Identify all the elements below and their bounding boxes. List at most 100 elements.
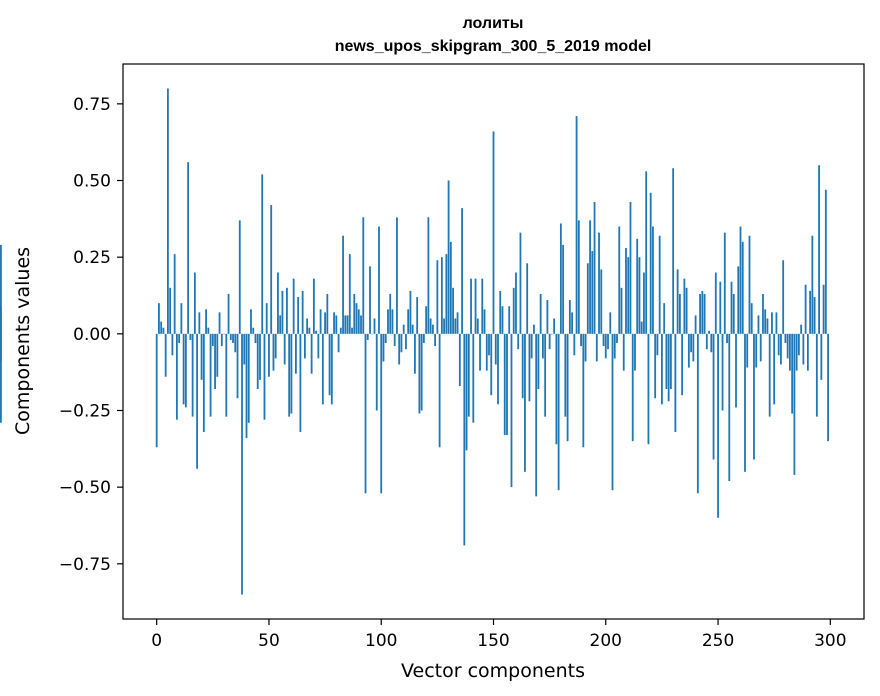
bar <box>519 232 522 334</box>
bar <box>198 312 201 334</box>
bar <box>483 309 486 334</box>
chart-title: лолиты <box>463 15 524 32</box>
bar <box>627 257 630 334</box>
bar <box>254 333 257 344</box>
bar <box>591 251 594 334</box>
bar <box>220 333 223 347</box>
bar <box>211 333 214 347</box>
bar <box>676 269 679 334</box>
bar <box>544 333 547 417</box>
bar <box>636 238 639 334</box>
bar <box>312 278 315 334</box>
bar <box>562 244 565 334</box>
bar <box>234 333 237 353</box>
bar <box>548 333 551 350</box>
bar <box>696 333 699 494</box>
bar <box>604 333 607 359</box>
bar <box>470 278 472 334</box>
bar <box>712 333 715 460</box>
bar <box>815 333 818 417</box>
bar <box>384 333 387 344</box>
plot-frame <box>122 63 865 620</box>
bar <box>431 324 434 334</box>
bar <box>438 333 441 448</box>
bar <box>526 263 529 334</box>
bar <box>0 244 2 334</box>
bar <box>445 254 448 334</box>
bar <box>479 333 481 371</box>
bar <box>409 290 412 334</box>
bar <box>669 333 672 390</box>
bar <box>620 287 623 334</box>
bar <box>598 232 600 334</box>
bar <box>820 333 823 380</box>
bar <box>387 309 389 334</box>
bar <box>380 333 383 494</box>
bar <box>299 333 302 432</box>
bar <box>530 333 533 359</box>
bar <box>162 327 165 334</box>
bar <box>382 333 385 362</box>
bar <box>753 333 755 460</box>
bar <box>207 327 210 334</box>
bar <box>559 223 562 334</box>
bar <box>665 333 668 390</box>
bar <box>303 333 306 359</box>
bar <box>369 266 371 334</box>
bar <box>351 327 353 334</box>
bar <box>0 333 2 362</box>
bar <box>512 287 515 334</box>
bar <box>755 333 758 368</box>
bar <box>506 333 508 436</box>
bar <box>321 333 324 405</box>
bar <box>315 330 318 334</box>
bar <box>806 333 809 371</box>
bar <box>528 333 531 402</box>
bar <box>328 333 331 396</box>
bar <box>580 333 582 347</box>
bar <box>191 333 194 417</box>
bar <box>802 333 805 365</box>
bar <box>391 309 394 334</box>
bar <box>265 303 268 334</box>
bar <box>465 333 468 451</box>
bar <box>780 333 782 365</box>
bar <box>717 333 719 518</box>
bar <box>418 333 421 414</box>
bar <box>452 287 454 334</box>
bar <box>481 278 484 334</box>
bar <box>155 333 158 448</box>
bar <box>699 293 701 334</box>
bar <box>739 226 742 334</box>
bar <box>346 315 349 334</box>
bar <box>171 333 174 356</box>
bar <box>344 315 347 334</box>
bar <box>625 247 627 334</box>
bar <box>550 333 553 335</box>
x-tick-label: 150 <box>477 631 509 651</box>
bar <box>283 333 286 365</box>
bar <box>524 333 526 472</box>
bar <box>355 303 358 334</box>
bar <box>786 333 789 359</box>
bar <box>0 306 2 334</box>
bar <box>333 312 335 334</box>
bar <box>813 297 816 334</box>
bar <box>454 318 457 334</box>
bar <box>169 287 172 334</box>
bar <box>748 235 751 334</box>
bar <box>214 333 216 390</box>
bar <box>407 309 410 334</box>
bar <box>427 217 430 334</box>
bar <box>158 303 160 334</box>
bar <box>416 297 419 334</box>
bar <box>535 333 538 497</box>
bar <box>746 333 749 368</box>
bar <box>804 284 807 334</box>
bar <box>232 333 234 344</box>
bar <box>324 312 326 334</box>
bar <box>402 324 405 334</box>
bar <box>389 293 392 334</box>
bar <box>757 315 760 334</box>
bar <box>288 333 291 417</box>
